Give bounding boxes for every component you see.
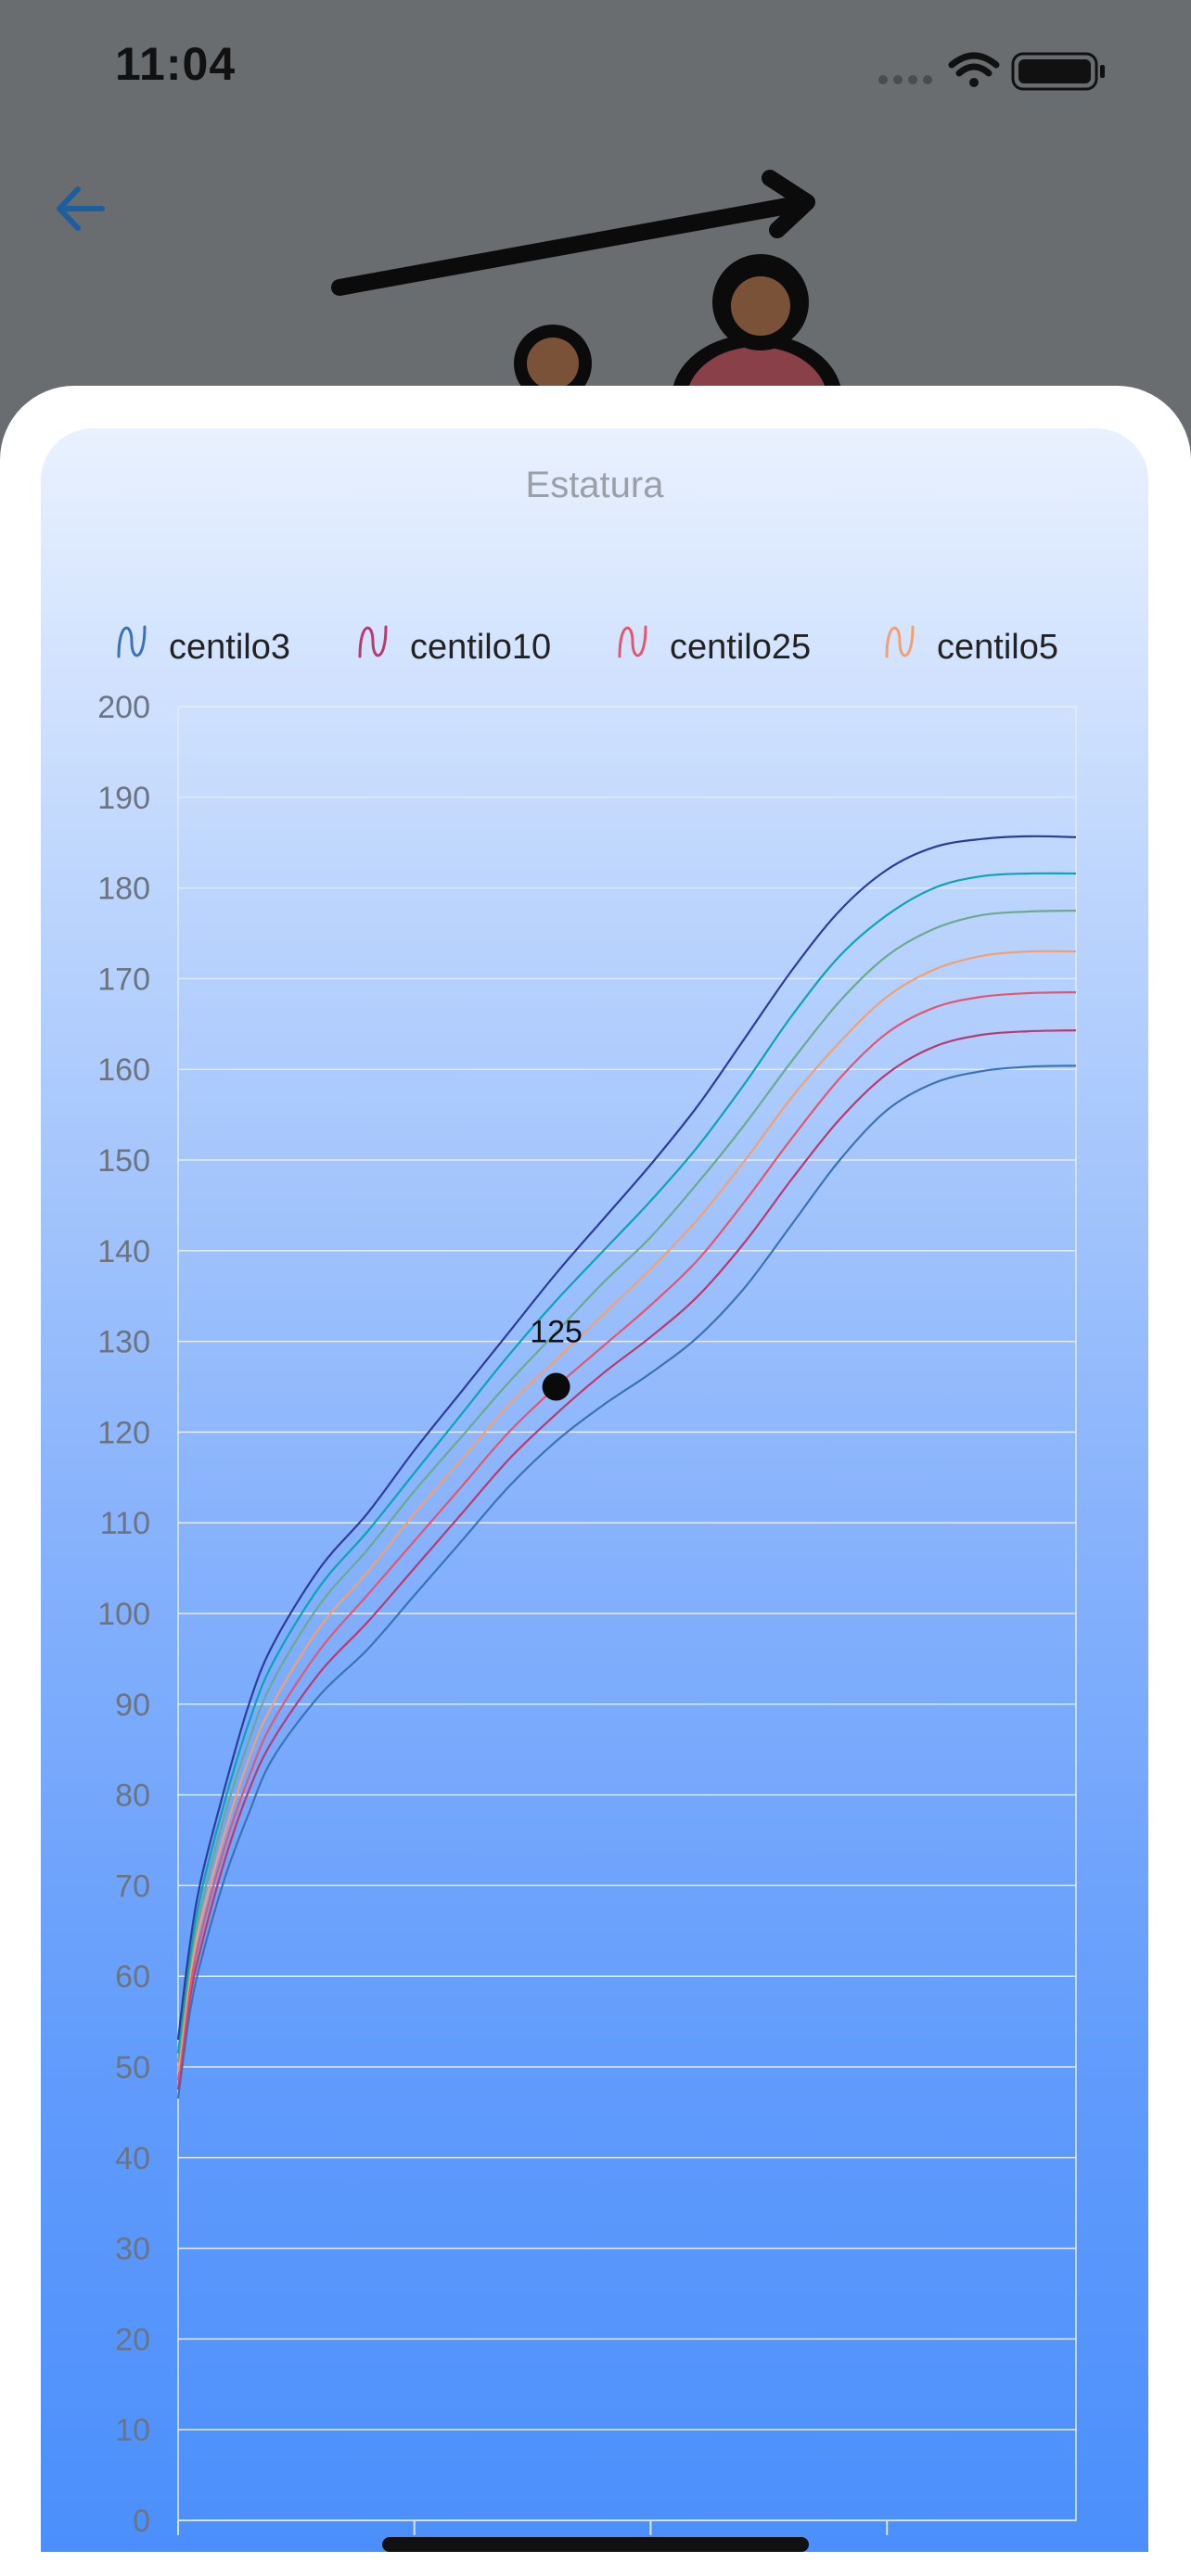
y-tick-label: 170: [97, 962, 150, 997]
legend-label: centilo25: [670, 628, 811, 667]
y-tick-label: 0: [133, 2504, 150, 2539]
series-line-centilo10: [176, 1029, 1077, 2090]
y-tick-label: 160: [97, 1052, 150, 1088]
y-tick-label: 200: [97, 690, 150, 725]
y-tick-label: 100: [97, 1597, 150, 1632]
y-tick-label: 180: [97, 872, 150, 907]
y-tick-label: 60: [115, 1959, 150, 1995]
status-bar: 11:04: [0, 0, 1191, 139]
y-axis: 0 10 20 30 40 50 60 70 80 90 100 110 120 130 140 150 160…: [97, 690, 150, 2539]
legend-icon: [358, 625, 388, 658]
chart-title: Estatura: [526, 465, 665, 505]
growth-arrow-people-icon: [331, 170, 842, 399]
legend-label: centilo5: [937, 628, 1058, 667]
legend-label: centilo10: [410, 628, 551, 667]
legend-label: centilo3: [169, 628, 290, 667]
y-tick-label: 140: [97, 1234, 150, 1269]
legend-icon: [618, 625, 647, 658]
y-tick-label: 70: [115, 1868, 150, 1904]
y-tick-label: 30: [115, 2232, 150, 2267]
series-line-centilo97: [176, 835, 1077, 2040]
chart-annotations: 125: [530, 1315, 583, 1401]
battery-icon: [1011, 52, 1105, 91]
legend-icon: [885, 625, 915, 658]
y-tick-label: 150: [97, 1143, 150, 1179]
data-point-marker: [542, 1372, 570, 1401]
y-tick-label: 50: [115, 2050, 150, 2085]
arrow-left-icon: [57, 186, 105, 231]
y-tick-label: 10: [115, 2413, 150, 2448]
series-line-centilo3: [176, 1065, 1077, 2099]
growth-chart: Estatura centilo3 centilo10 centilo25 centi…: [97, 465, 1077, 2539]
chart-legend: centilo3 centilo10 centilo25 centilo5: [117, 625, 1058, 667]
y-tick-label: 90: [115, 1688, 150, 1723]
chart-series: [176, 835, 1077, 2099]
y-tick-label: 110: [100, 1506, 150, 1541]
status-icons: [878, 52, 1105, 91]
y-tick-label: 130: [97, 1325, 150, 1360]
series-line-centilo75: [176, 910, 1077, 2063]
series-line-centilo90: [176, 872, 1077, 2054]
chart-card: Estatura centilo3 centilo10 centilo25 centi…: [41, 428, 1148, 2552]
y-tick-label: 190: [97, 781, 150, 816]
y-tick-label: 40: [115, 2141, 150, 2176]
y-tick-label: 80: [115, 1779, 150, 1814]
data-point-label: 125: [530, 1315, 583, 1350]
home-indicator[interactable]: [382, 2537, 809, 2552]
signal-dots-icon: [878, 75, 932, 84]
x-axis: [177, 2519, 1076, 2535]
series-line-centilo50: [176, 950, 1077, 2072]
series-line-centilo25: [176, 991, 1077, 2081]
wifi-icon: [948, 52, 1000, 87]
back-button[interactable]: [48, 176, 113, 241]
y-tick-label: 120: [97, 1415, 150, 1450]
status-time: 11:04: [115, 38, 237, 90]
y-tick-label: 20: [115, 2322, 150, 2357]
legend-icon: [117, 625, 147, 658]
